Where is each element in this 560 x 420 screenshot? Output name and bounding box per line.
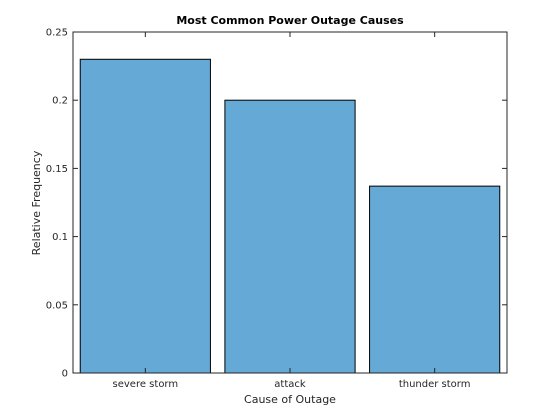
- x-tick-label-0: severe storm: [113, 379, 179, 390]
- chart-title: Most Common Power Outage Causes: [176, 14, 404, 27]
- bar-1: [224, 99, 356, 374]
- y-tick-label-3: 0.15: [46, 164, 68, 175]
- y-tick-label-2: 0.1: [52, 232, 68, 243]
- bars-group: [79, 58, 501, 374]
- x-tick-label-2: thunder storm: [399, 379, 471, 390]
- x-axis-ticks: severe storm attack thunder storm: [113, 32, 471, 390]
- y-axis-ticks: 0 0.05 0.1 0.15 0.2 0.25: [46, 28, 507, 380]
- y-axis-label: Relative Frequency: [30, 150, 43, 255]
- x-tick-label-1: attack: [274, 379, 306, 390]
- y-tick-label-0: 0: [62, 369, 68, 380]
- y-tick-label-5: 0.25: [46, 28, 68, 39]
- y-tick-label-1: 0.05: [46, 300, 68, 311]
- x-axis-label: Cause of Outage: [244, 393, 336, 406]
- bar-0: [79, 58, 211, 374]
- y-tick-label-4: 0.2: [52, 96, 68, 107]
- bar-2: [369, 185, 501, 374]
